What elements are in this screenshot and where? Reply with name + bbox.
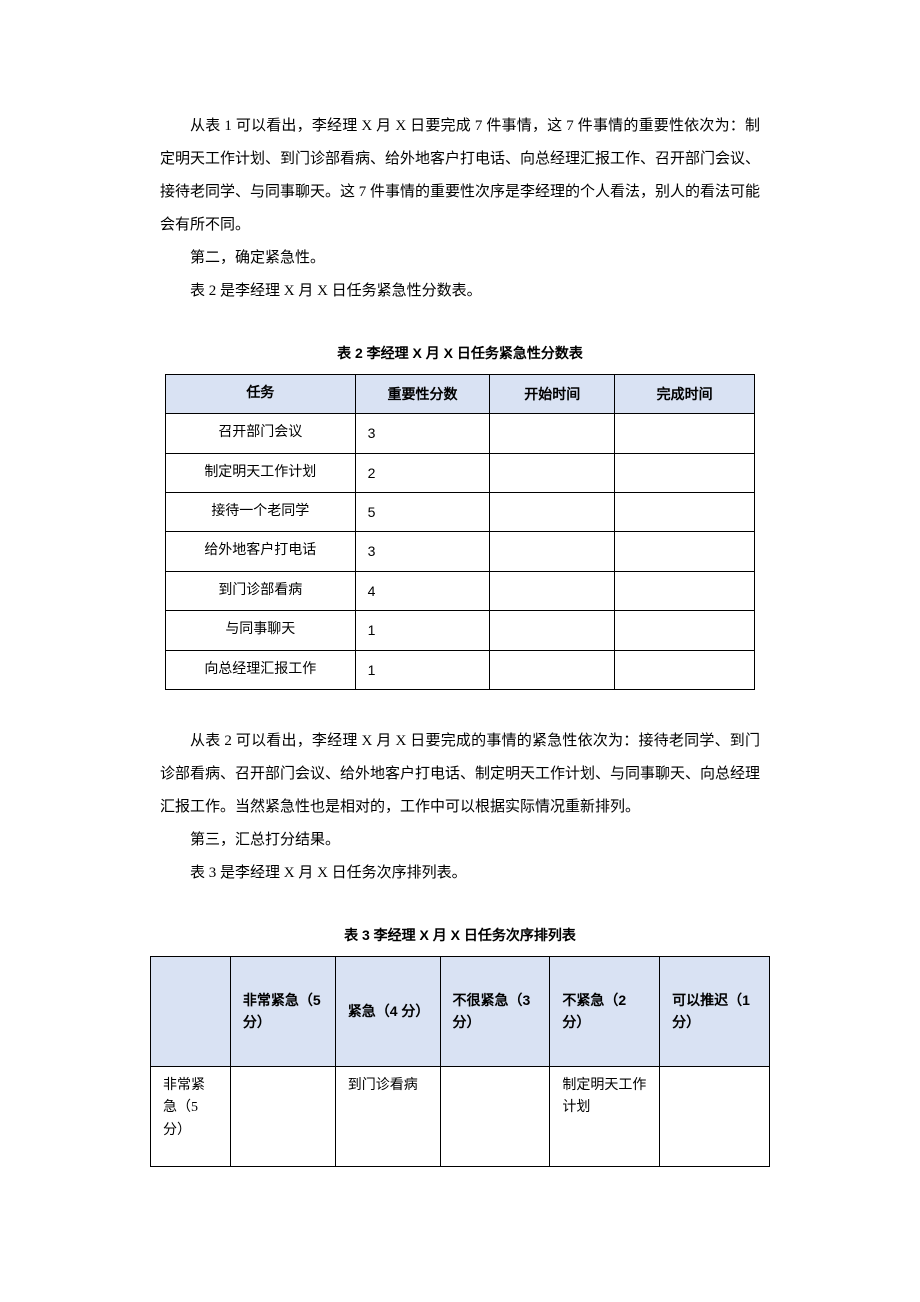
table2-header-task: 任务	[166, 374, 356, 413]
table3-header-col5: 不紧急（2 分）	[550, 956, 660, 1066]
paragraph-4: 从表 2 可以看出，李经理 X 月 X 日要完成的事情的紧急性依次为：接待老同学…	[160, 725, 760, 824]
table2-cell-start	[490, 414, 615, 453]
table3-header-row: 非常紧急（5 分） 紧急（4 分） 不很紧急（3 分） 不紧急（2 分） 可以推…	[151, 956, 770, 1066]
table2-header-start: 开始时间	[490, 374, 615, 413]
table3-header-col4: 不很紧急（3 分）	[440, 956, 550, 1066]
table2-row: 给外地客户打电话 3	[166, 532, 755, 571]
table2-cell-start	[490, 492, 615, 531]
table3-caption: 表 3 李经理 X 月 X 日任务次序排列表	[160, 920, 760, 951]
table2-row: 到门诊部看病 4	[166, 571, 755, 610]
table3-cell	[230, 1066, 335, 1166]
table3-cell: 到门诊看病	[335, 1066, 440, 1166]
table2-cell-task: 接待一个老同学	[166, 492, 356, 531]
table2-cell-task: 给外地客户打电话	[166, 532, 356, 571]
table2-cell-score: 3	[355, 414, 490, 453]
table2-cell-task: 向总经理汇报工作	[166, 650, 356, 689]
table2-cell-end	[615, 532, 755, 571]
table2-cell-end	[615, 414, 755, 453]
table2-header-row: 任务 重要性分数 开始时间 完成时间	[166, 374, 755, 413]
table2-cell-score: 3	[355, 532, 490, 571]
table3-wrapper: 非常紧急（5 分） 紧急（4 分） 不很紧急（3 分） 不紧急（2 分） 可以推…	[150, 956, 770, 1167]
table2-cell-task: 到门诊部看病	[166, 571, 356, 610]
table2-cell-task: 召开部门会议	[166, 414, 356, 453]
table3-cell: 制定明天工作计划	[550, 1066, 660, 1166]
table2-cell-task: 制定明天工作计划	[166, 453, 356, 492]
table3-header-col2: 非常紧急（5 分）	[230, 956, 335, 1066]
table2-cell-start	[490, 453, 615, 492]
table3-row: 非常紧急（5分） 到门诊看病 制定明天工作计划	[151, 1066, 770, 1166]
table2-cell-task: 与同事聊天	[166, 611, 356, 650]
table2-caption: 表 2 李经理 X 月 X 日任务紧急性分数表	[160, 338, 760, 369]
paragraph-2: 第二，确定紧急性。	[160, 242, 760, 275]
paragraph-3: 表 2 是李经理 X 月 X 日任务紧急性分数表。	[160, 275, 760, 308]
table2-cell-end	[615, 650, 755, 689]
table3-cell	[660, 1066, 770, 1166]
table2-cell-score: 1	[355, 611, 490, 650]
table2-cell-start	[490, 611, 615, 650]
table2-row: 与同事聊天 1	[166, 611, 755, 650]
table2-cell-start	[490, 650, 615, 689]
table3-header-col3: 紧急（4 分）	[335, 956, 440, 1066]
table2-row: 召开部门会议 3	[166, 414, 755, 453]
table2-header-score: 重要性分数	[355, 374, 490, 413]
paragraph-5: 第三，汇总打分结果。	[160, 824, 760, 857]
table3: 非常紧急（5 分） 紧急（4 分） 不很紧急（3 分） 不紧急（2 分） 可以推…	[150, 956, 770, 1167]
table2-cell-end	[615, 453, 755, 492]
table2-cell-start	[490, 571, 615, 610]
table2-cell-end	[615, 492, 755, 531]
table2-row: 制定明天工作计划 2	[166, 453, 755, 492]
table2-cell-score: 2	[355, 453, 490, 492]
table2: 任务 重要性分数 开始时间 完成时间 召开部门会议 3 制定明天工作计划 2 接…	[165, 374, 755, 690]
table2-cell-end	[615, 571, 755, 610]
table2-cell-end	[615, 611, 755, 650]
table3-header-col6: 可以推迟（1 分）	[660, 956, 770, 1066]
paragraph-1: 从表 1 可以看出，李经理 X 月 X 日要完成 7 件事情，这 7 件事情的重…	[160, 110, 760, 242]
table2-cell-score: 5	[355, 492, 490, 531]
table2-row: 向总经理汇报工作 1	[166, 650, 755, 689]
table3-cell	[440, 1066, 550, 1166]
table2-header-end: 完成时间	[615, 374, 755, 413]
table3-header-blank	[151, 956, 231, 1066]
table2-wrapper: 任务 重要性分数 开始时间 完成时间 召开部门会议 3 制定明天工作计划 2 接…	[165, 374, 755, 690]
table2-cell-score: 1	[355, 650, 490, 689]
table2-row: 接待一个老同学 5	[166, 492, 755, 531]
table3-row-label: 非常紧急（5分）	[151, 1066, 231, 1166]
table2-cell-score: 4	[355, 571, 490, 610]
table2-cell-start	[490, 532, 615, 571]
paragraph-6: 表 3 是李经理 X 月 X 日任务次序排列表。	[160, 857, 760, 890]
